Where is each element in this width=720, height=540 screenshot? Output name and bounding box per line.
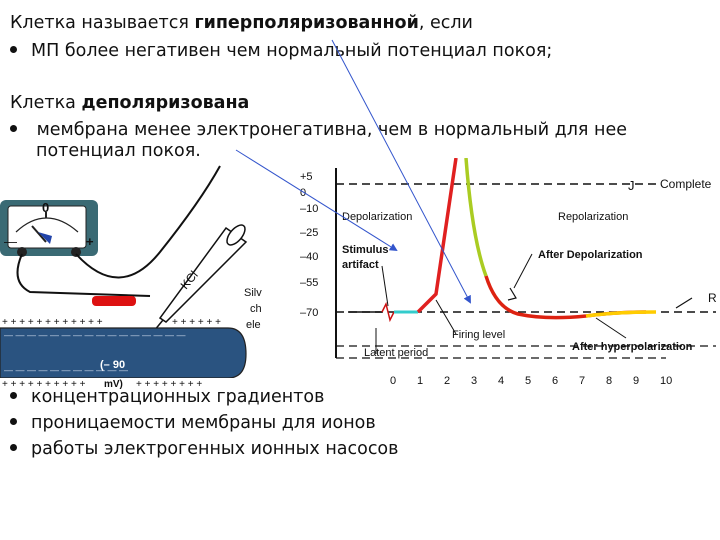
bullet-text: мембрана менее электронегативна, чем в н… (31, 120, 627, 140)
charge-row: + + + + + + + + (136, 379, 202, 390)
bullet-text: работы электрогенных ионных насосов (31, 439, 399, 459)
text-fragment: Клетка называется (10, 13, 195, 33)
bullet-text: проницаемости мембраны для ионов (31, 413, 376, 433)
bullet-icon (10, 417, 17, 425)
membrane-apparatus-illustration: 0 — + KCl Silv ch ele + + + + + + + + + … (0, 162, 300, 390)
meter-plus-label: + (86, 234, 94, 249)
stimulus-label: artifact (342, 259, 379, 271)
bullet-item: работы электрогенных ионных насосов (10, 438, 398, 460)
x-tick-label: 6 (552, 375, 558, 387)
voltmeter-icon (0, 200, 98, 257)
repolarization-label: Repolarization (558, 211, 628, 223)
x-tick-label: 4 (498, 375, 504, 387)
meter-minus-label: — (4, 234, 17, 249)
text-fragment: , если (418, 13, 473, 33)
y-tick-label: 0 (300, 187, 306, 199)
silver-label: ch (250, 303, 262, 315)
charge-row: + + + + + + (172, 317, 221, 328)
bullet-text: МП более негативен чем нормальный потенц… (31, 41, 553, 61)
charge-row: + + + + + + + + + + + + (2, 317, 103, 328)
term-depolarized: деполяризована (81, 93, 250, 113)
depolarized-definition: Клетка деполяризована (10, 92, 249, 114)
firing-level-label: Firing level (452, 329, 505, 341)
y-tick-label: –40 (300, 251, 318, 263)
bullet-icon (10, 45, 17, 53)
meter-zero-label: 0 (42, 200, 49, 215)
x-tick-label: 1 (417, 375, 423, 387)
membrane-potential-unit: mV) (104, 379, 123, 390)
cell-membrane (0, 327, 247, 379)
charge-row: — — — — — — — — — — — — — — — — (4, 330, 186, 340)
x-tick-label: 10 (660, 375, 672, 387)
silver-label: Silv (244, 287, 262, 299)
silver-label: ele (246, 319, 261, 331)
after-depolarization-label: After Depolarization (538, 249, 643, 261)
x-tick-label: 9 (633, 375, 639, 387)
y-tick-label: –10 (300, 203, 318, 215)
bullet-item: проницаемости мембраны для ионов (10, 412, 376, 434)
x-tick-label: 3 (471, 375, 477, 387)
charge-row: — — — — — — — — — — — (4, 365, 128, 375)
pointer-arrow (331, 39, 471, 304)
y-tick-label: –70 (300, 307, 318, 319)
bullet-icon (10, 443, 17, 451)
bullet-item: концентрационных градиентов (10, 386, 324, 408)
y-tick-label: –25 (300, 227, 318, 239)
x-tick-label: 2 (444, 375, 450, 387)
x-tick-label: 7 (579, 375, 585, 387)
pointer-arrow (235, 149, 398, 252)
bullet-icon (10, 391, 17, 399)
text-fragment: Клетка (10, 93, 82, 113)
y-tick-label: –55 (300, 277, 318, 289)
reference-electrode (92, 296, 136, 306)
stimulus-label: Stimulus (342, 244, 388, 256)
svg-text:J: J (628, 178, 635, 193)
x-tick-label: 5 (525, 375, 531, 387)
r-label: R (708, 291, 717, 305)
y-tick-label: +5 (300, 171, 313, 183)
x-tick-label: 8 (606, 375, 612, 387)
membrane-potential-label: (– 90 (100, 359, 125, 371)
complete-label: Complete (660, 177, 712, 191)
bullet-text: концентрационных градиентов (31, 387, 325, 407)
term-hyperpolarized: гиперполяризованной (194, 13, 419, 33)
bullet-item: мембрана менее электронегативна, чем в н… (10, 119, 627, 141)
hyperpolarized-definition: Клетка называется гиперполяризованной, е… (10, 12, 473, 34)
latent-period-label: Latent period (364, 347, 428, 359)
bullet-item: МП более негативен чем нормальный потенц… (10, 40, 552, 62)
action-potential-graph: J +5 0 –10 –25 –40 –55 –70 0 1 2 3 4 5 6 7 8 9 10 Comple… (296, 158, 720, 390)
after-hyperpolarization-label: After hyperpolarization (572, 341, 693, 353)
bullet-icon (10, 124, 17, 132)
charge-row: + + + + + + + + + + (2, 379, 86, 390)
bullet-continuation: потенциал покоя. (36, 140, 201, 162)
x-tick-label: 0 (390, 375, 396, 387)
depolarization-label: Depolarization (342, 211, 412, 223)
bullet-text: потенциал покоя. (36, 141, 201, 161)
